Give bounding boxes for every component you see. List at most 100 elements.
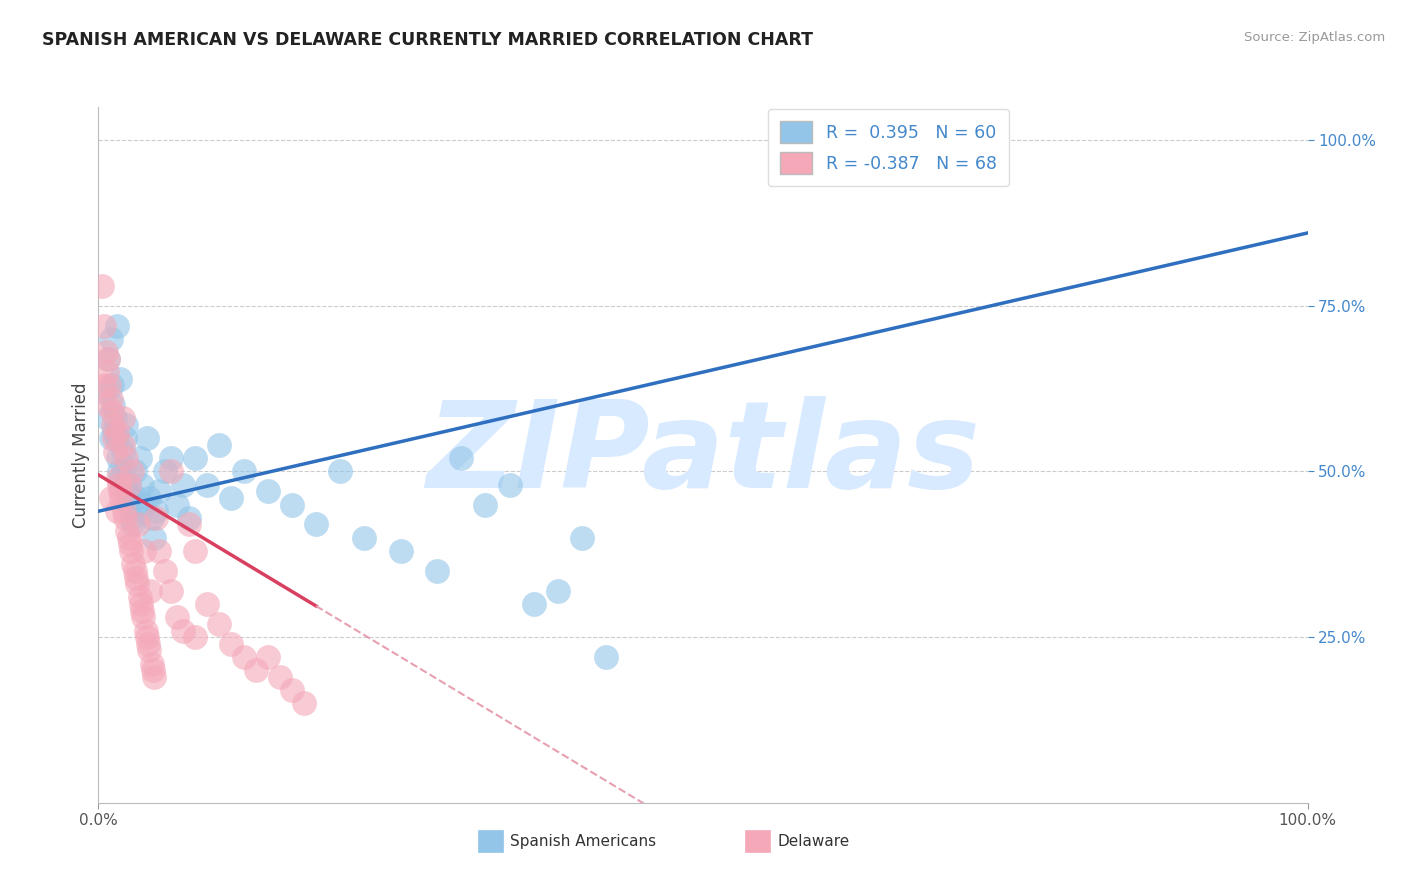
Point — [547, 583, 569, 598]
Point — [100, 431, 122, 445]
Point — [111, 438, 134, 452]
Point — [134, 544, 156, 558]
Point — [135, 630, 157, 644]
Point — [121, 465, 143, 479]
Point — [93, 384, 115, 399]
Point — [117, 484, 139, 499]
Point — [131, 477, 153, 491]
Point — [195, 477, 218, 491]
Point — [498, 477, 520, 491]
Point — [281, 498, 304, 512]
Point — [110, 491, 132, 505]
Point — [132, 610, 155, 624]
Point — [118, 477, 141, 491]
Point — [138, 643, 160, 657]
Legend: R =  0.395   N = 60, R = -0.387   N = 68: R = 0.395 N = 60, R = -0.387 N = 68 — [768, 109, 1008, 186]
Point — [121, 511, 143, 525]
Point — [105, 318, 128, 333]
Point — [98, 378, 121, 392]
Point — [305, 517, 328, 532]
Point — [595, 650, 617, 665]
Point — [114, 511, 136, 525]
Point — [139, 583, 162, 598]
Point — [281, 683, 304, 698]
Point — [111, 444, 134, 458]
Point — [120, 504, 142, 518]
Point — [232, 650, 254, 665]
Point — [114, 431, 136, 445]
Point — [100, 392, 122, 406]
Point — [179, 511, 201, 525]
Text: SPANISH AMERICAN VS DELAWARE CURRENTLY MARRIED CORRELATION CHART: SPANISH AMERICAN VS DELAWARE CURRENTLY M… — [42, 31, 813, 49]
Point — [131, 604, 153, 618]
Point — [184, 451, 207, 466]
Point — [127, 491, 149, 505]
Point — [94, 345, 117, 359]
Point — [122, 558, 145, 572]
Point — [256, 484, 278, 499]
Point — [172, 477, 194, 491]
Point — [107, 451, 129, 466]
Point — [153, 564, 176, 578]
Point — [115, 418, 138, 433]
Point — [142, 663, 165, 677]
Point — [120, 544, 142, 558]
Point — [118, 477, 141, 491]
Point — [117, 524, 139, 538]
Point — [474, 498, 496, 512]
Point — [145, 504, 167, 518]
Point — [104, 411, 127, 425]
Point — [269, 670, 291, 684]
Point — [353, 531, 375, 545]
Point — [128, 591, 150, 605]
Point — [426, 564, 449, 578]
Point — [129, 597, 152, 611]
Point — [107, 471, 129, 485]
Point — [103, 431, 125, 445]
Point — [138, 491, 160, 505]
Point — [141, 511, 163, 525]
Point — [104, 444, 127, 458]
Point — [100, 332, 122, 346]
Point — [221, 491, 243, 505]
Point — [105, 504, 128, 518]
Point — [108, 372, 131, 386]
Point — [256, 650, 278, 665]
Point — [135, 624, 157, 638]
Point — [118, 537, 141, 551]
Point — [93, 318, 115, 333]
Point — [101, 398, 124, 412]
Point — [136, 637, 159, 651]
Point — [100, 405, 122, 419]
Point — [111, 411, 134, 425]
Point — [108, 477, 131, 491]
Point — [153, 465, 176, 479]
Text: Delaware: Delaware — [778, 834, 849, 848]
Point — [143, 531, 166, 545]
Point — [160, 451, 183, 466]
Point — [105, 425, 128, 439]
Point — [110, 471, 132, 485]
Point — [118, 491, 141, 505]
Point — [208, 438, 231, 452]
Point — [105, 431, 128, 445]
Point — [184, 630, 207, 644]
Text: Source: ZipAtlas.com: Source: ZipAtlas.com — [1244, 31, 1385, 45]
Point — [108, 484, 131, 499]
Point — [245, 663, 267, 677]
Point — [124, 465, 146, 479]
Point — [125, 570, 148, 584]
Point — [96, 411, 118, 425]
Point — [93, 378, 115, 392]
Point — [135, 431, 157, 445]
Point — [112, 465, 135, 479]
Point — [108, 465, 131, 479]
Point — [166, 498, 188, 512]
Point — [166, 610, 188, 624]
Point — [179, 517, 201, 532]
Point — [97, 351, 120, 366]
Text: ZIPatlas: ZIPatlas — [426, 396, 980, 514]
Point — [101, 418, 124, 433]
Text: Spanish Americans: Spanish Americans — [510, 834, 657, 848]
Point — [100, 378, 122, 392]
